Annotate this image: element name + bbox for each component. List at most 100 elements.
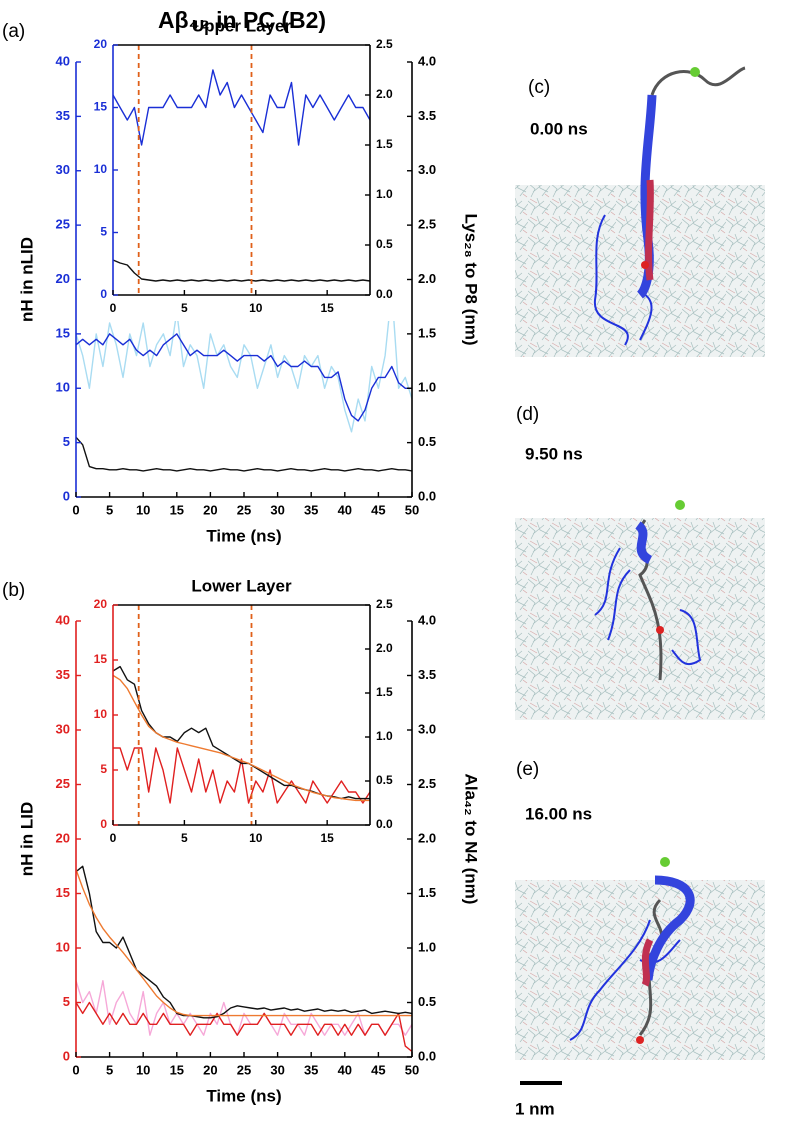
panel-label: (e) (516, 759, 539, 780)
y-tick-label: 15 (94, 652, 108, 666)
y2-tick-label: 2.5 (376, 37, 393, 51)
y2-tick-label: 1.0 (418, 380, 436, 395)
y2-tick-label: 1.0 (376, 187, 393, 201)
y2-tick-label: 1.5 (376, 137, 393, 151)
x-tick-label: 45 (371, 1062, 385, 1077)
y2-tick-label: 2.0 (418, 271, 436, 286)
x-tick-label: 15 (320, 301, 334, 315)
y2-tick-label: 3.0 (418, 721, 436, 736)
x-tick-label: 0 (72, 1062, 79, 1077)
y2-tick-label: 1.5 (418, 885, 436, 900)
x-tick-label: 35 (304, 1062, 318, 1077)
x-tick-label: 30 (270, 502, 284, 517)
x-tick-label: 40 (338, 502, 352, 517)
series-line (75, 865, 413, 1019)
y2-tick-label: 0.5 (418, 434, 436, 449)
y2-tick-label: 2.0 (418, 830, 436, 845)
y-axis-label: nH in LID (17, 802, 36, 877)
scale-label: 1 nm (515, 1099, 555, 1118)
residue (675, 500, 685, 510)
tail (593, 214, 629, 346)
y2-tick-label: 3.0 (418, 162, 436, 177)
x-axis-label: Time (ns) (206, 526, 281, 545)
y-tick-label: 5 (100, 225, 107, 239)
y2-tick-label: 4.0 (418, 612, 436, 627)
x-tick-label: 15 (170, 1062, 184, 1077)
y-tick-label: 30 (56, 721, 70, 736)
helix (645, 179, 654, 281)
y2-tick-label: 0.0 (376, 817, 393, 831)
residue (690, 67, 700, 77)
time-label: 16.00 ns (525, 804, 592, 823)
y-tick-label: 35 (56, 108, 70, 123)
y-tick-label: 20 (56, 271, 70, 286)
coil (650, 66, 746, 96)
x-tick-label: 5 (181, 831, 188, 845)
y2-axis-label: Lys₂₈ to P8 (nm) (462, 213, 481, 345)
inset-title: Upper Layer (192, 16, 292, 35)
series-line (75, 333, 412, 422)
x-tick-label: 50 (405, 1062, 419, 1077)
x-tick-label: 25 (237, 1062, 251, 1077)
y-tick-label: 10 (56, 380, 70, 395)
series-line (75, 1001, 413, 1053)
x-tick-label: 10 (136, 1062, 150, 1077)
y2-tick-label: 0.0 (418, 1048, 436, 1063)
x-tick-label: 0 (72, 502, 79, 517)
x-tick-label: 35 (304, 502, 318, 517)
y2-tick-label: 0.5 (376, 773, 393, 787)
x-tick-label: 5 (106, 502, 113, 517)
snapshot-c (515, 66, 765, 357)
series-line (75, 289, 413, 433)
x-tick-label: 15 (320, 831, 334, 845)
x-axis-label: Time (ns) (206, 1086, 281, 1105)
helix (636, 94, 657, 299)
y-tick-label: 10 (94, 162, 108, 176)
y-tick-label: 40 (56, 612, 70, 627)
x-tick-label: 0 (110, 301, 117, 315)
helix (634, 521, 653, 565)
tail (594, 547, 631, 641)
membrane (515, 185, 765, 357)
y2-tick-label: 1.0 (418, 939, 436, 954)
helix (643, 875, 695, 981)
y2-tick-label: 1.0 (376, 729, 393, 743)
y-tick-label: 0 (63, 488, 70, 503)
y2-tick-label: 2.0 (376, 641, 393, 655)
y-tick-label: 15 (56, 885, 70, 900)
panel-label: (d) (516, 404, 539, 425)
snapshot-d (515, 500, 765, 720)
x-tick-label: 0 (110, 831, 117, 845)
y2-tick-label: 3.5 (418, 667, 436, 682)
x-tick-label: 45 (371, 502, 385, 517)
x-tick-label: 10 (249, 301, 263, 315)
y2-tick-label: 0.0 (418, 488, 436, 503)
y2-tick-label: 2.5 (376, 597, 393, 611)
y-tick-label: 20 (94, 37, 108, 51)
membrane (515, 880, 765, 1060)
figure-title: Aβ₄₂ in PC (B2) (158, 7, 326, 33)
y-tick-label: 10 (94, 707, 108, 721)
y2-axis-label: Ala₄₂ to N4 (nm) (462, 774, 481, 905)
residue (660, 857, 670, 867)
y2-tick-label: 2.5 (418, 776, 436, 791)
inset-background (89, 37, 404, 321)
y2-tick-label: 4.0 (418, 53, 436, 68)
tail (671, 609, 702, 666)
y-tick-label: 0 (100, 817, 107, 831)
inset-title: Lower Layer (191, 576, 292, 595)
series-line (75, 869, 412, 1017)
y2-tick-label: 0.5 (418, 994, 436, 1009)
y-axis-label: nH in nLID (17, 237, 36, 322)
x-tick-label: 15 (170, 502, 184, 517)
series-line (112, 259, 371, 282)
snapshot-e (515, 857, 765, 1060)
x-tick-label: 5 (106, 1062, 113, 1077)
y2-tick-label: 2.0 (376, 87, 393, 101)
x-tick-label: 5 (181, 301, 188, 315)
y2-tick-label: 1.5 (376, 685, 393, 699)
x-tick-label: 25 (237, 502, 251, 517)
residue (656, 626, 664, 634)
y-tick-label: 25 (56, 776, 70, 791)
residue (636, 1036, 644, 1044)
